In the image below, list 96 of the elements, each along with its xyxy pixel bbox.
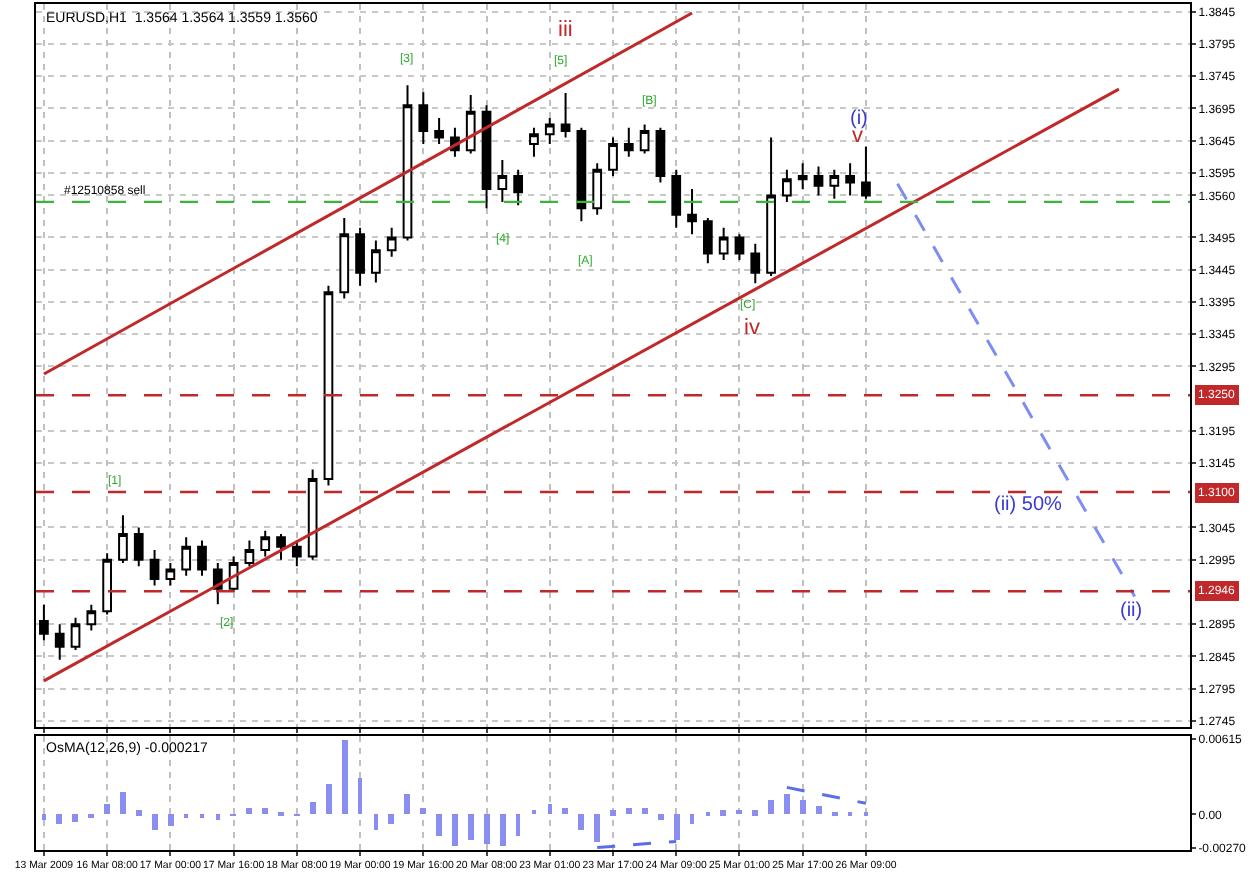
candlestick xyxy=(181,536,192,577)
candlestick xyxy=(718,226,729,261)
candlestick xyxy=(829,168,840,200)
bar xyxy=(262,807,268,814)
bar xyxy=(216,813,220,820)
bar xyxy=(436,813,442,836)
bar xyxy=(658,813,664,820)
bar xyxy=(136,809,142,816)
bar xyxy=(56,813,62,824)
bar xyxy=(720,809,726,816)
bar xyxy=(452,813,458,846)
bar xyxy=(72,813,78,822)
bar xyxy=(800,799,806,814)
candlestick xyxy=(560,91,571,139)
candlestick xyxy=(813,165,824,197)
candlestick xyxy=(766,136,776,278)
candlestick xyxy=(687,188,697,236)
candlestick xyxy=(418,91,429,145)
bar xyxy=(104,803,110,814)
candlestick xyxy=(750,242,761,285)
candlestick xyxy=(529,126,539,158)
bar xyxy=(784,793,790,814)
bar xyxy=(342,739,348,814)
annotation: iii xyxy=(558,18,573,42)
candlestick xyxy=(845,162,855,197)
bar xyxy=(120,791,126,814)
bar xyxy=(404,793,410,814)
bar xyxy=(500,813,506,846)
bar xyxy=(516,813,520,836)
candlestick xyxy=(481,104,492,210)
candlestick xyxy=(339,217,350,300)
bar xyxy=(548,803,552,814)
bar xyxy=(690,813,694,824)
bar xyxy=(168,813,174,826)
candlestick xyxy=(434,117,444,145)
candlestick xyxy=(386,226,397,258)
candlestick xyxy=(39,603,49,642)
bar xyxy=(374,813,378,830)
candlestick xyxy=(576,126,587,223)
candlestick xyxy=(371,239,381,284)
candlestick xyxy=(465,93,476,155)
bar xyxy=(768,799,774,814)
candlestick xyxy=(592,162,603,216)
candlestick xyxy=(276,532,286,561)
bar xyxy=(674,813,680,840)
candlestick xyxy=(149,549,160,587)
candlestick xyxy=(70,616,81,651)
annotation: (ii) 50% xyxy=(994,494,1063,516)
bar xyxy=(42,813,46,820)
candlestick xyxy=(133,526,144,568)
candlestick xyxy=(54,623,65,661)
annotation: iv xyxy=(744,316,761,340)
bar xyxy=(468,813,474,840)
candlestick xyxy=(608,136,618,178)
candlestick xyxy=(260,529,271,558)
candlestick xyxy=(118,514,128,564)
candlestick xyxy=(513,168,524,207)
bar xyxy=(310,801,316,814)
bar xyxy=(610,809,616,816)
candlestick xyxy=(402,84,413,242)
candlestick xyxy=(355,226,365,287)
bar xyxy=(752,809,758,816)
candlestick xyxy=(797,162,808,191)
candlestick xyxy=(197,539,207,577)
candlestick xyxy=(623,126,634,158)
candlestick xyxy=(307,468,318,561)
candlestick xyxy=(165,561,176,587)
candlestick xyxy=(244,539,255,568)
bar xyxy=(388,813,394,824)
bar xyxy=(816,805,822,814)
bar xyxy=(562,807,568,814)
bar xyxy=(152,813,158,830)
bar xyxy=(594,813,600,842)
candlestick xyxy=(671,168,682,229)
candlestick xyxy=(655,126,666,184)
candlestick xyxy=(734,233,745,261)
candlestick xyxy=(86,603,97,632)
bar xyxy=(246,807,252,814)
bar xyxy=(326,783,332,814)
candlestick xyxy=(323,284,334,487)
bar xyxy=(642,807,648,814)
candlestick xyxy=(861,145,871,200)
candlestick xyxy=(639,123,650,155)
bar xyxy=(420,807,426,814)
bar xyxy=(484,813,490,844)
candlestick xyxy=(291,539,302,568)
annotation: (ii) xyxy=(1120,600,1143,622)
bar xyxy=(626,807,632,814)
bar xyxy=(578,813,584,830)
candlestick xyxy=(702,217,713,265)
candlestick xyxy=(497,159,508,203)
annotation: (i) xyxy=(850,108,868,130)
candlestick xyxy=(544,117,555,145)
bar xyxy=(358,777,362,814)
candlestick xyxy=(782,168,792,203)
candlestick xyxy=(102,552,113,616)
